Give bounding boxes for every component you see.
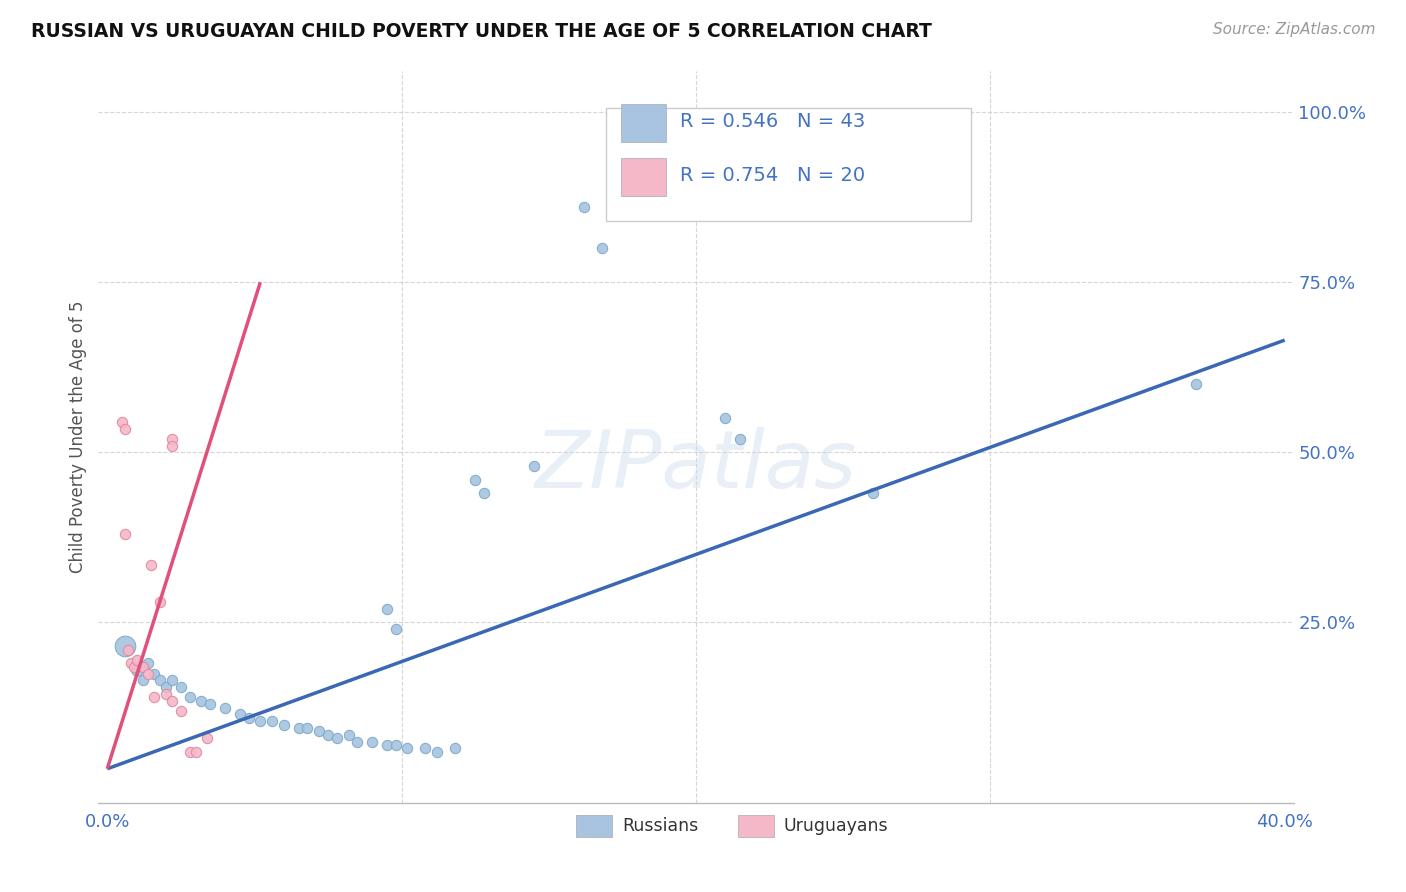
Point bbox=[591, 241, 613, 255]
Text: Russians: Russians bbox=[621, 817, 699, 835]
Point bbox=[862, 486, 884, 500]
Bar bbox=[576, 815, 613, 838]
Point bbox=[297, 721, 319, 735]
Point bbox=[375, 602, 398, 616]
Point bbox=[572, 201, 595, 215]
Point bbox=[111, 415, 134, 429]
Point bbox=[143, 666, 166, 681]
Point bbox=[375, 738, 398, 752]
Point bbox=[160, 432, 183, 446]
Point bbox=[249, 714, 271, 728]
Point bbox=[125, 653, 148, 667]
Point bbox=[337, 728, 360, 742]
Point bbox=[114, 527, 136, 541]
Text: Uruguayans: Uruguayans bbox=[783, 817, 887, 835]
Point bbox=[464, 473, 486, 487]
Text: R = 0.754   N = 20: R = 0.754 N = 20 bbox=[681, 167, 866, 186]
Point bbox=[426, 745, 449, 759]
FancyBboxPatch shape bbox=[606, 108, 972, 221]
Point bbox=[170, 704, 193, 718]
Point bbox=[138, 666, 160, 681]
Point bbox=[122, 659, 145, 673]
Bar bbox=[738, 815, 773, 838]
Point bbox=[262, 714, 284, 728]
Bar bbox=[620, 104, 666, 143]
Bar bbox=[620, 158, 666, 195]
Point bbox=[238, 711, 260, 725]
Point bbox=[361, 734, 384, 748]
Text: ZIPatlas: ZIPatlas bbox=[534, 427, 858, 506]
Point bbox=[149, 595, 172, 609]
Point bbox=[184, 745, 207, 759]
Point bbox=[114, 421, 136, 435]
Point bbox=[316, 728, 339, 742]
Point bbox=[143, 690, 166, 705]
Point bbox=[117, 642, 139, 657]
Point bbox=[728, 432, 751, 446]
Point bbox=[346, 734, 368, 748]
Point bbox=[384, 622, 406, 636]
Point bbox=[714, 411, 737, 425]
Point bbox=[141, 558, 163, 572]
Point bbox=[190, 694, 212, 708]
Point bbox=[1185, 377, 1208, 392]
Point bbox=[131, 659, 153, 673]
Point bbox=[179, 690, 201, 705]
Point bbox=[160, 673, 183, 688]
Point bbox=[179, 745, 201, 759]
Point bbox=[195, 731, 218, 746]
Text: R = 0.546   N = 43: R = 0.546 N = 43 bbox=[681, 112, 866, 131]
Point bbox=[160, 694, 183, 708]
Point bbox=[155, 680, 177, 694]
Point bbox=[443, 741, 465, 756]
Point bbox=[214, 700, 236, 714]
Point bbox=[125, 663, 148, 677]
Point bbox=[472, 486, 495, 500]
Text: RUSSIAN VS URUGUAYAN CHILD POVERTY UNDER THE AGE OF 5 CORRELATION CHART: RUSSIAN VS URUGUAYAN CHILD POVERTY UNDER… bbox=[31, 22, 932, 41]
Point bbox=[138, 657, 160, 671]
Text: Source: ZipAtlas.com: Source: ZipAtlas.com bbox=[1212, 22, 1375, 37]
Point bbox=[273, 717, 295, 731]
Point bbox=[149, 673, 172, 688]
Point bbox=[326, 731, 349, 746]
Point bbox=[384, 738, 406, 752]
Point bbox=[523, 458, 546, 473]
Point bbox=[228, 707, 250, 722]
Point bbox=[308, 724, 330, 739]
Point bbox=[114, 640, 136, 654]
Point bbox=[131, 673, 153, 688]
Point bbox=[396, 741, 419, 756]
Point bbox=[287, 721, 309, 735]
Y-axis label: Child Poverty Under the Age of 5: Child Poverty Under the Age of 5 bbox=[69, 301, 87, 574]
Point bbox=[200, 697, 222, 711]
Point bbox=[160, 439, 183, 453]
Point bbox=[120, 657, 142, 671]
Point bbox=[413, 741, 436, 756]
Point bbox=[155, 687, 177, 701]
Point bbox=[170, 680, 193, 694]
